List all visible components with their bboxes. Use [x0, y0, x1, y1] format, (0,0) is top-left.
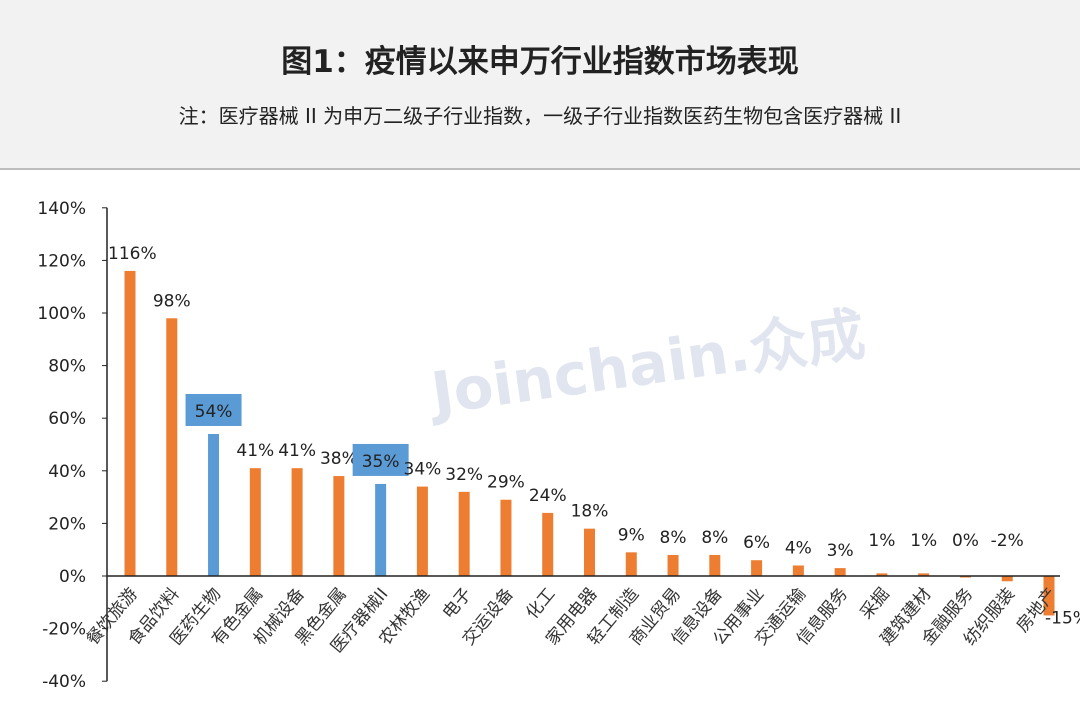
data-label: 1% [868, 531, 895, 551]
category-label: 采掘 [857, 584, 894, 623]
data-label: 98% [153, 291, 191, 311]
data-label-box [185, 393, 242, 426]
bar-食品饮料 [166, 318, 178, 576]
y-tick-label: 20% [48, 514, 86, 534]
category-label: 电子 [439, 584, 476, 623]
bar-有色金属 [249, 468, 261, 576]
data-label: -15% [1045, 608, 1080, 628]
bar-轻工制造 [625, 552, 637, 576]
y-tick-label: -20% [42, 620, 86, 640]
data-label: 6% [743, 533, 770, 553]
bar-医疗器械II [375, 483, 387, 576]
data-label: 32% [445, 465, 483, 485]
bar-餐饮旅游 [124, 270, 136, 576]
bar-采掘 [876, 573, 888, 576]
bar-建筑建材 [918, 573, 930, 576]
category-label: 化工 [522, 584, 559, 623]
bar-纺织服装 [1001, 576, 1013, 582]
data-label: 41% [278, 441, 316, 461]
bar-交运设备 [500, 499, 512, 576]
y-tick-label: -40% [42, 672, 86, 692]
watermark: Joinchain.众成 [423, 300, 869, 429]
data-label: 9% [618, 525, 645, 545]
chart-subtitle: 注：医疗器械 II 为申万二级子行业指数，一级子行业指数医药生物包含医疗器械 I… [178, 104, 902, 128]
y-tick-label: 0% [59, 567, 86, 587]
data-label: 34% [404, 460, 442, 480]
bar-商业贸易 [667, 554, 679, 576]
data-label: 0% [952, 531, 979, 551]
bar-信息设备 [709, 554, 721, 576]
data-label: 38% [320, 449, 358, 469]
bar-化工 [542, 512, 554, 576]
data-label: 116% [108, 244, 157, 264]
data-label: 4% [785, 538, 812, 558]
bar-家用电器 [584, 528, 595, 576]
data-label: 54% [195, 402, 233, 422]
chart-title: 图1：疫情以来申万行业指数市场表现 [281, 44, 799, 80]
bar-农林牧渔 [416, 486, 428, 576]
y-tick-label: 40% [48, 462, 86, 482]
chart-header: 图1：疫情以来申万行业指数市场表现 注：医疗器械 II 为申万二级子行业指数，一… [0, 0, 1080, 170]
bar-医药生物 [208, 433, 220, 576]
bar-电子 [458, 491, 470, 576]
data-label-box [352, 443, 409, 476]
y-tick-label: 100% [37, 304, 86, 324]
data-label: 8% [701, 528, 728, 548]
data-label: 1% [910, 531, 937, 551]
bar-信息服务 [834, 568, 846, 576]
bar-交通运输 [792, 565, 804, 576]
y-tick-label: 140% [37, 199, 86, 219]
data-label: 18% [571, 502, 609, 522]
data-label: 3% [827, 541, 854, 561]
bar-公用事业 [751, 560, 763, 576]
y-tick-label: 120% [37, 251, 86, 271]
bar-黑色金属 [333, 476, 345, 576]
bar-机械设备 [291, 468, 303, 576]
data-label: 35% [362, 452, 400, 472]
data-label: 41% [236, 441, 274, 461]
bar-房地产 [1043, 576, 1055, 616]
y-tick-label: 80% [48, 357, 86, 377]
data-label: 8% [660, 528, 687, 548]
data-label: -2% [991, 531, 1024, 551]
data-label: 29% [487, 473, 525, 493]
data-label: 24% [529, 486, 567, 506]
y-tick-label: 60% [48, 409, 86, 429]
